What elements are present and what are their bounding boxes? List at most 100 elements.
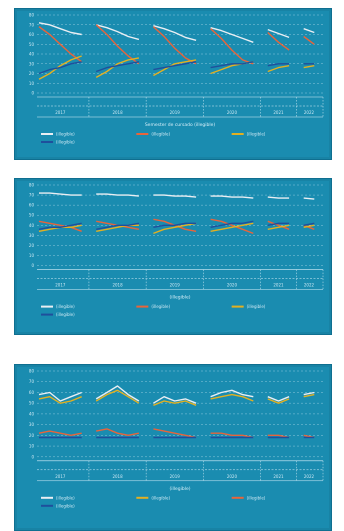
series-line [152, 26, 197, 65]
y-tick-label: 80 [29, 183, 35, 188]
series-line [210, 195, 254, 199]
group-label: 2021 [273, 283, 284, 288]
legend-label: (illegible) [56, 503, 75, 508]
legend-label: (illegible) [247, 495, 266, 500]
series-line [153, 400, 197, 406]
line-chart-3: 0 10 20 30 40 50 60 70 80 2017 2018 2019 2020 2021 202… [29, 369, 324, 508]
series-line [267, 398, 290, 404]
series-line [38, 55, 82, 80]
series-line [267, 224, 290, 230]
series-line [303, 391, 315, 396]
group-label: 2019 [170, 474, 181, 479]
legend-label: (illegible) [247, 132, 266, 137]
legend-label: (illegible) [56, 495, 75, 500]
y-tick-label: 30 [29, 61, 35, 66]
y-tick-label: 40 [29, 52, 35, 57]
series-line [210, 432, 254, 439]
series-line [96, 222, 140, 230]
legend-label: (illegible) [247, 304, 266, 309]
x-axis-label: (illegible) [169, 486, 190, 492]
y-tick-label: 60 [29, 203, 35, 208]
y-tick-label: 30 [29, 422, 35, 427]
y-tick-label: 10 [29, 81, 35, 86]
group-label: 2018 [112, 283, 123, 288]
group-label: 2018 [112, 474, 123, 479]
group-label: 2017 [55, 474, 66, 479]
y-tick-label: 70 [29, 193, 35, 198]
series-line [210, 28, 254, 65]
series-line [96, 24, 140, 41]
series-line [267, 31, 290, 51]
y-tick-label: 60 [29, 32, 35, 37]
series-line [95, 385, 140, 402]
series-line [38, 61, 82, 75]
y-tick-label: 30 [29, 233, 35, 238]
group-label: 2021 [273, 110, 284, 115]
legend-label: (illegible) [56, 312, 75, 317]
legend-label: (illegible) [151, 132, 170, 137]
series-line [303, 222, 315, 226]
series-line [38, 396, 82, 404]
series-line [153, 59, 197, 77]
series-line [38, 430, 82, 437]
x-axis-label: Semester de cursado (illegible) [145, 122, 216, 128]
group-label: 2022 [304, 283, 315, 288]
series-line [210, 27, 254, 43]
series-line [267, 196, 290, 199]
chart-panel-3: 0 10 20 30 40 50 60 70 80 2017 2018 2019 2020 2021 202… [14, 364, 332, 531]
series-line [267, 434, 290, 439]
series-line [303, 65, 315, 69]
group-label: 2021 [273, 474, 284, 479]
series-line [38, 26, 83, 63]
y-tick-label: 20 [29, 243, 35, 248]
series-line [153, 428, 197, 439]
series-line [267, 28, 290, 39]
group-label: 2020 [227, 110, 238, 115]
group-label: 2022 [304, 110, 315, 115]
series-line [210, 389, 254, 398]
series-line [38, 391, 82, 402]
group-label: 2020 [227, 283, 238, 288]
series-line [210, 61, 254, 69]
series-line [210, 220, 254, 228]
series-line [210, 218, 254, 235]
group-label: 2017 [55, 110, 66, 115]
y-tick-label: 10 [29, 444, 35, 449]
series-line [267, 65, 290, 73]
series-line [210, 222, 254, 232]
x-axis-label: (illegible) [169, 295, 190, 301]
y-tick-label: 0 [31, 91, 34, 96]
series-line [267, 222, 290, 226]
y-tick-label: 20 [29, 433, 35, 438]
y-tick-label: 0 [31, 454, 34, 459]
legend-label: (illegible) [151, 495, 170, 500]
y-tick-label: 70 [29, 22, 35, 27]
series-line [267, 220, 290, 230]
series-line [153, 194, 197, 198]
series-line [303, 35, 315, 45]
legend-label: (illegible) [151, 304, 170, 309]
y-tick-label: 70 [29, 379, 35, 384]
y-tick-label: 20 [29, 71, 35, 76]
y-tick-label: 80 [29, 369, 35, 374]
legend-label: (illegible) [56, 140, 75, 145]
series-line [38, 22, 82, 36]
chart-panel-2: 0 10 20 30 40 50 60 70 80 2017 2018 2019 2020 2021 202… [14, 178, 332, 335]
series-line [95, 57, 140, 79]
series-line [39, 192, 82, 196]
series-line [153, 61, 197, 71]
legend-label: (illegible) [56, 132, 75, 137]
y-tick-label: 50 [29, 401, 35, 406]
y-tick-label: 50 [29, 42, 35, 47]
line-chart-2: 0 10 20 30 40 50 60 70 80 2017 2018 2019 2020 2021 202… [29, 183, 324, 317]
y-tick-label: 0 [31, 263, 34, 268]
series-line [303, 393, 315, 398]
group-label: 2017 [55, 283, 66, 288]
series-line [95, 389, 140, 404]
y-tick-label: 80 [29, 13, 35, 18]
series-line [96, 193, 139, 197]
series-line [303, 224, 315, 230]
chart-panel-1: 0 10 20 30 40 50 60 70 80 2017 2018 2019 2020 2021 202… [14, 8, 332, 160]
group-label: 2018 [112, 110, 123, 115]
series-line [267, 396, 290, 402]
